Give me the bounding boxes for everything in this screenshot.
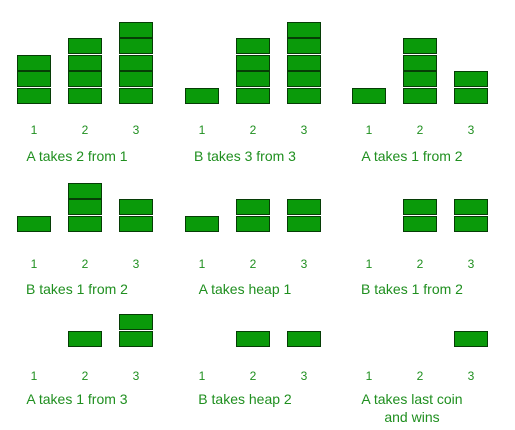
coin: [454, 216, 488, 232]
coin: [17, 88, 51, 104]
coin: [119, 216, 153, 232]
coin: [119, 22, 153, 38]
coin: [236, 55, 270, 71]
coin: [119, 88, 153, 104]
heap-number-label: 3: [126, 369, 146, 383]
heap-number-label: 1: [24, 369, 44, 383]
heap-number-label: 1: [192, 369, 212, 383]
coin: [403, 71, 437, 87]
coin: [68, 88, 102, 104]
coin: [236, 88, 270, 104]
heap-number-label: 1: [192, 257, 212, 271]
heap-number-label: 2: [75, 257, 95, 271]
coin: [119, 55, 153, 71]
heap-number-label: 1: [24, 123, 44, 137]
coin: [287, 199, 321, 215]
coin: [185, 216, 219, 232]
coin: [17, 71, 51, 87]
step-caption: A takes 2 from 1: [0, 147, 167, 165]
coin: [403, 199, 437, 215]
heap-number-label: 3: [461, 257, 481, 271]
heap-number-label: 2: [243, 123, 263, 137]
coin: [68, 331, 102, 347]
heap-number-label: 3: [294, 123, 314, 137]
coin: [403, 88, 437, 104]
coin: [454, 71, 488, 87]
heap-number-label: 1: [359, 257, 379, 271]
coin: [236, 331, 270, 347]
step-caption: B takes 3 from 3: [155, 147, 335, 165]
step-caption: B takes 1 from 2: [322, 280, 502, 298]
step-caption: A takes 1 from 3: [0, 390, 167, 408]
coin: [287, 331, 321, 347]
coin: [352, 88, 386, 104]
heap-number-label: 3: [294, 257, 314, 271]
heap-number-label: 3: [461, 369, 481, 383]
coin: [17, 216, 51, 232]
heap-number-label: 2: [410, 123, 430, 137]
coin: [287, 22, 321, 38]
heap-number-label: 3: [126, 123, 146, 137]
coin: [236, 216, 270, 232]
coin: [119, 331, 153, 347]
heap-number-label: 1: [359, 369, 379, 383]
heap-number-label: 3: [126, 257, 146, 271]
coin: [68, 71, 102, 87]
step-caption: B takes heap 2: [155, 390, 335, 408]
coin: [68, 199, 102, 215]
step-caption: B takes 1 from 2: [0, 280, 167, 298]
coin: [119, 199, 153, 215]
coin: [236, 199, 270, 215]
heap-number-label: 1: [24, 257, 44, 271]
heap-number-label: 3: [294, 369, 314, 383]
coin: [119, 314, 153, 330]
coin: [68, 216, 102, 232]
coin: [287, 88, 321, 104]
heap-number-label: 1: [359, 123, 379, 137]
coin: [68, 38, 102, 54]
coin: [454, 331, 488, 347]
heap-number-label: 2: [75, 123, 95, 137]
step-caption: A takes heap 1: [155, 280, 335, 298]
coin: [403, 216, 437, 232]
coin: [287, 55, 321, 71]
coin: [119, 38, 153, 54]
coin: [119, 71, 153, 87]
coin: [68, 55, 102, 71]
coin: [236, 38, 270, 54]
heap-number-label: 2: [75, 369, 95, 383]
coin: [403, 38, 437, 54]
coin: [17, 55, 51, 71]
heap-number-label: 2: [243, 369, 263, 383]
coin: [287, 38, 321, 54]
coin: [454, 199, 488, 215]
coin: [68, 183, 102, 199]
coin: [287, 216, 321, 232]
heap-number-label: 2: [410, 369, 430, 383]
heap-number-label: 3: [461, 123, 481, 137]
heap-number-label: 2: [243, 257, 263, 271]
step-caption: A takes 1 from 2: [322, 147, 502, 165]
coin: [236, 71, 270, 87]
coin: [403, 55, 437, 71]
step-caption: A takes last coin and wins: [322, 390, 502, 426]
coin: [287, 71, 321, 87]
coin: [454, 88, 488, 104]
coin: [185, 88, 219, 104]
heap-number-label: 1: [192, 123, 212, 137]
heap-number-label: 2: [410, 257, 430, 271]
